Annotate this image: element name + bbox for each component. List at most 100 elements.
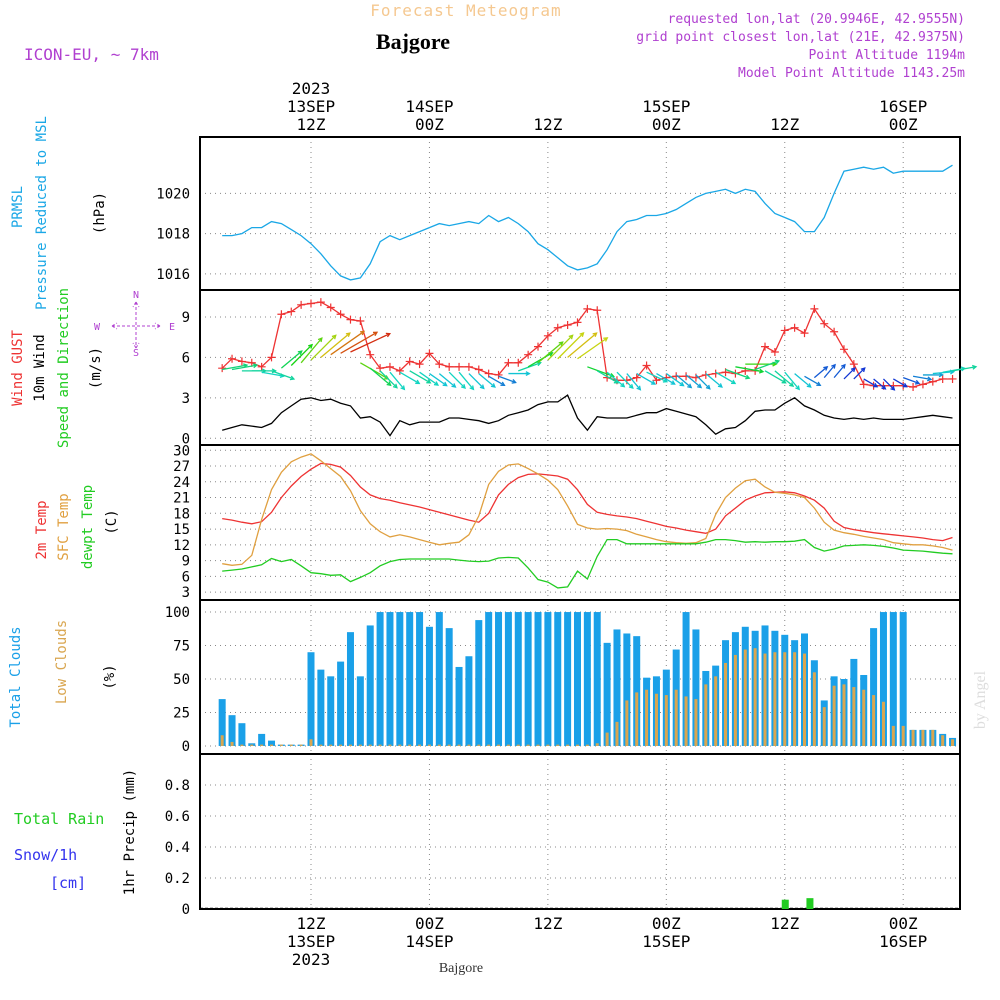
gust-marker — [553, 323, 562, 332]
watermark: by Angel — [972, 670, 989, 729]
total-cloud-bar — [337, 661, 345, 746]
y-tick-label: 15 — [173, 522, 190, 538]
low-cloud-bar — [901, 725, 905, 746]
bottom-time-label: 16SEP — [879, 932, 927, 951]
wind-arrow — [557, 332, 584, 360]
wind-arrow-head — [400, 385, 406, 391]
wind-arrow — [656, 373, 675, 385]
wind-arrow — [606, 371, 625, 388]
low-cloud-bar — [487, 744, 491, 746]
total-cloud-bar — [534, 612, 542, 746]
wind-arrow — [547, 334, 574, 361]
rain-bar — [781, 899, 789, 909]
top-time-label: 00Z — [415, 115, 444, 134]
bottom-time-label: 00Z — [415, 914, 444, 933]
gust-marker — [780, 326, 789, 335]
wind-arrow-head — [297, 350, 303, 356]
wind-arrow — [665, 373, 684, 387]
wind-arrow — [873, 378, 886, 390]
low-cloud-bar — [536, 744, 540, 746]
gust-marker — [928, 377, 937, 386]
wind-arrow-head — [687, 383, 693, 389]
top-time-label: 12Z — [297, 115, 326, 134]
wind-arrow — [222, 364, 248, 371]
low-cloud-bar — [467, 744, 471, 746]
low-cloud-bar — [299, 744, 303, 746]
wind-arrow-head — [670, 380, 676, 385]
total-cloud-bar — [485, 612, 493, 746]
low-cloud-bar — [566, 744, 570, 746]
low-cloud-bar — [714, 676, 718, 746]
low-cloud-bar — [605, 732, 609, 746]
low-cloud-bar — [230, 741, 234, 746]
wind-arrow — [952, 366, 977, 372]
total-cloud-bar — [682, 612, 690, 746]
wind-unit: (m/s) — [88, 347, 104, 389]
low-cloud-bar — [664, 695, 668, 746]
low-cloud-bar — [793, 652, 797, 746]
y-tick-label: 9 — [182, 310, 190, 326]
gust-marker — [267, 353, 276, 362]
low-cloud-bar — [437, 744, 441, 746]
snow-label: Snow/1h — [14, 846, 77, 864]
prmsl-line — [222, 164, 953, 281]
total-cloud-bar — [613, 629, 621, 746]
low-cloud-bar — [872, 695, 876, 746]
low-cloud-bar — [546, 744, 550, 746]
wind-arrow — [458, 371, 474, 390]
wind-arrow — [310, 334, 337, 361]
wind-arrow-head — [442, 381, 448, 387]
wind-arrow-head — [415, 379, 421, 385]
wind-arrow-head — [816, 381, 822, 387]
low-cloud-bar — [368, 744, 372, 746]
total-cloud-bar — [327, 676, 335, 746]
wind-arrow — [675, 374, 692, 389]
wind-arrow — [725, 368, 750, 379]
low-cloud-bar — [319, 744, 323, 746]
bottom-time-label: 13SEP — [287, 932, 335, 951]
bottom-time-label: 15SEP — [642, 932, 690, 951]
gust-marker — [445, 362, 454, 371]
low-cloud-bar — [891, 725, 895, 746]
bottom-time-label: 12Z — [533, 914, 562, 933]
gust-marker — [909, 383, 918, 392]
wind-arrow — [537, 341, 564, 364]
top-time-label: 2023 — [292, 79, 331, 98]
wind-arrow — [419, 371, 439, 386]
gust-marker — [761, 342, 770, 351]
model-name: ICON-EU, ~ 7km — [24, 45, 159, 64]
total-cloud-bar — [435, 612, 443, 746]
point-altitude: Point Altitude 1194m — [808, 48, 965, 63]
wind-arrow-head — [902, 382, 908, 388]
gust-marker — [435, 360, 444, 369]
wind-arrow-head — [831, 363, 836, 369]
gust-marker — [918, 380, 927, 389]
low-cloud-bar — [289, 744, 293, 746]
wind-arrow — [567, 332, 597, 358]
wind-arrow-head — [592, 332, 598, 338]
gust-marker — [504, 358, 513, 367]
footer-location: Bajgore — [439, 961, 483, 976]
y-tick-label: 0.4 — [165, 840, 190, 856]
low-cloud-bar — [329, 744, 333, 746]
low-cloud-bar — [418, 744, 422, 746]
gust-marker — [514, 358, 523, 367]
wind-arrow-head — [840, 363, 846, 369]
wind-arrow-head — [938, 372, 944, 378]
total-cloud-bar — [228, 715, 236, 746]
gust-marker — [316, 298, 325, 307]
low-cloud-bar — [822, 707, 826, 746]
wind-arrow-head — [636, 385, 642, 391]
total-cloud-bar — [406, 612, 414, 746]
wind-arrow-head — [662, 378, 669, 383]
clouds-panel: 0 25 50 75 100 — [165, 599, 961, 755]
low-cloud-bar — [477, 744, 481, 746]
wind-arrow-head — [359, 330, 366, 336]
y-tick-label: 21 — [173, 491, 190, 507]
total-cloud-bar — [564, 612, 572, 746]
wind-arrow-head — [697, 383, 703, 389]
total-cloud-bar — [455, 666, 463, 746]
bottom-time-label: 2023 — [292, 950, 331, 969]
wind-arrow — [389, 371, 405, 390]
